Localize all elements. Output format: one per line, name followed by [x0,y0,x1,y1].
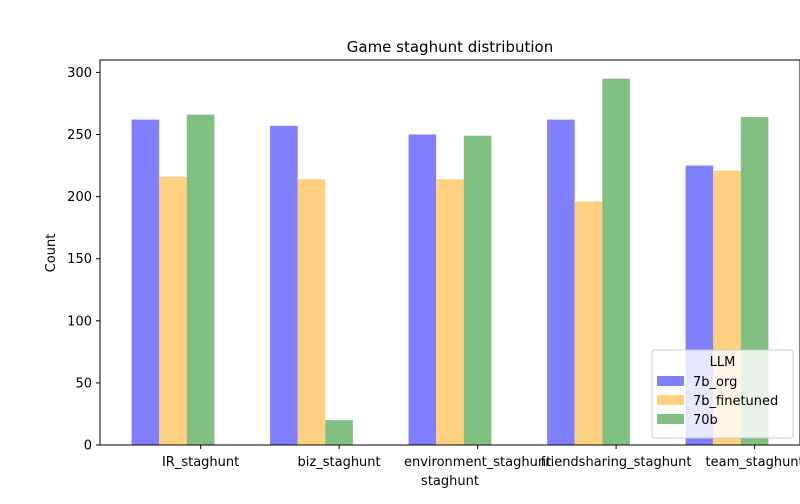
y-tick-label: 300 [67,66,92,81]
plot-frame [99,59,800,446]
legend-swatch-7b_finetuned [657,395,684,405]
bar-70b-biz_staghunt [325,420,353,445]
y-axis-label: Count [44,234,59,273]
bar-70b-friendsharing_staghunt [602,78,630,446]
y-tick-label: 50 [75,376,92,391]
legend-label-70b: 70b [693,413,718,428]
bar-7b_org-environment_staghunt [408,134,437,446]
y-tick-label: 200 [67,190,92,205]
legend-swatch-7b_org [657,376,684,386]
bar-70b-environment_staghunt [463,135,492,446]
y-tick-label: 150 [67,252,92,267]
legend-box [651,349,794,439]
legend-label-7b_org: 7b_org [693,375,737,390]
legend: LLM 7b_org 7b_finetuned 70b [651,349,794,439]
x-tick-label: environment_staghunt [404,455,551,470]
y-tick-label: 250 [67,128,92,143]
chart-title: Game staghunt distribution [347,38,553,56]
y-tick-label: 0 [84,439,92,454]
x-axis-label: staghunt [421,474,479,489]
bar-7b_finetuned-biz_staghunt [297,179,326,445]
bar-70b-IR_staghunt [186,114,215,445]
legend-title: LLM [710,355,736,370]
legend-swatch-70b [657,414,684,424]
legend-label-7b_finetuned: 7b_finetuned [693,394,778,409]
axes-layer: 0 50 100 150 200 250 300 IR_staghunt biz_staghun… [67,59,800,470]
bar-7b_finetuned-friendsharing_staghunt [574,201,603,445]
x-tick-label: biz_staghunt [298,455,381,470]
x-tick-label: IR_staghunt [162,455,239,470]
bar-7b_org-biz_staghunt [270,125,298,446]
x-tick-label: friendsharing_staghunt [541,455,692,470]
x-tick-label: team_staghunt [706,455,800,470]
y-tick-label: 100 [67,314,92,329]
bar-7b_org-IR_staghunt [131,119,160,445]
bar-7b_finetuned-environment_staghunt [436,179,464,445]
bar-7b_org-friendsharing_staghunt [547,119,575,445]
bar-7b_finetuned-IR_staghunt [159,176,187,445]
